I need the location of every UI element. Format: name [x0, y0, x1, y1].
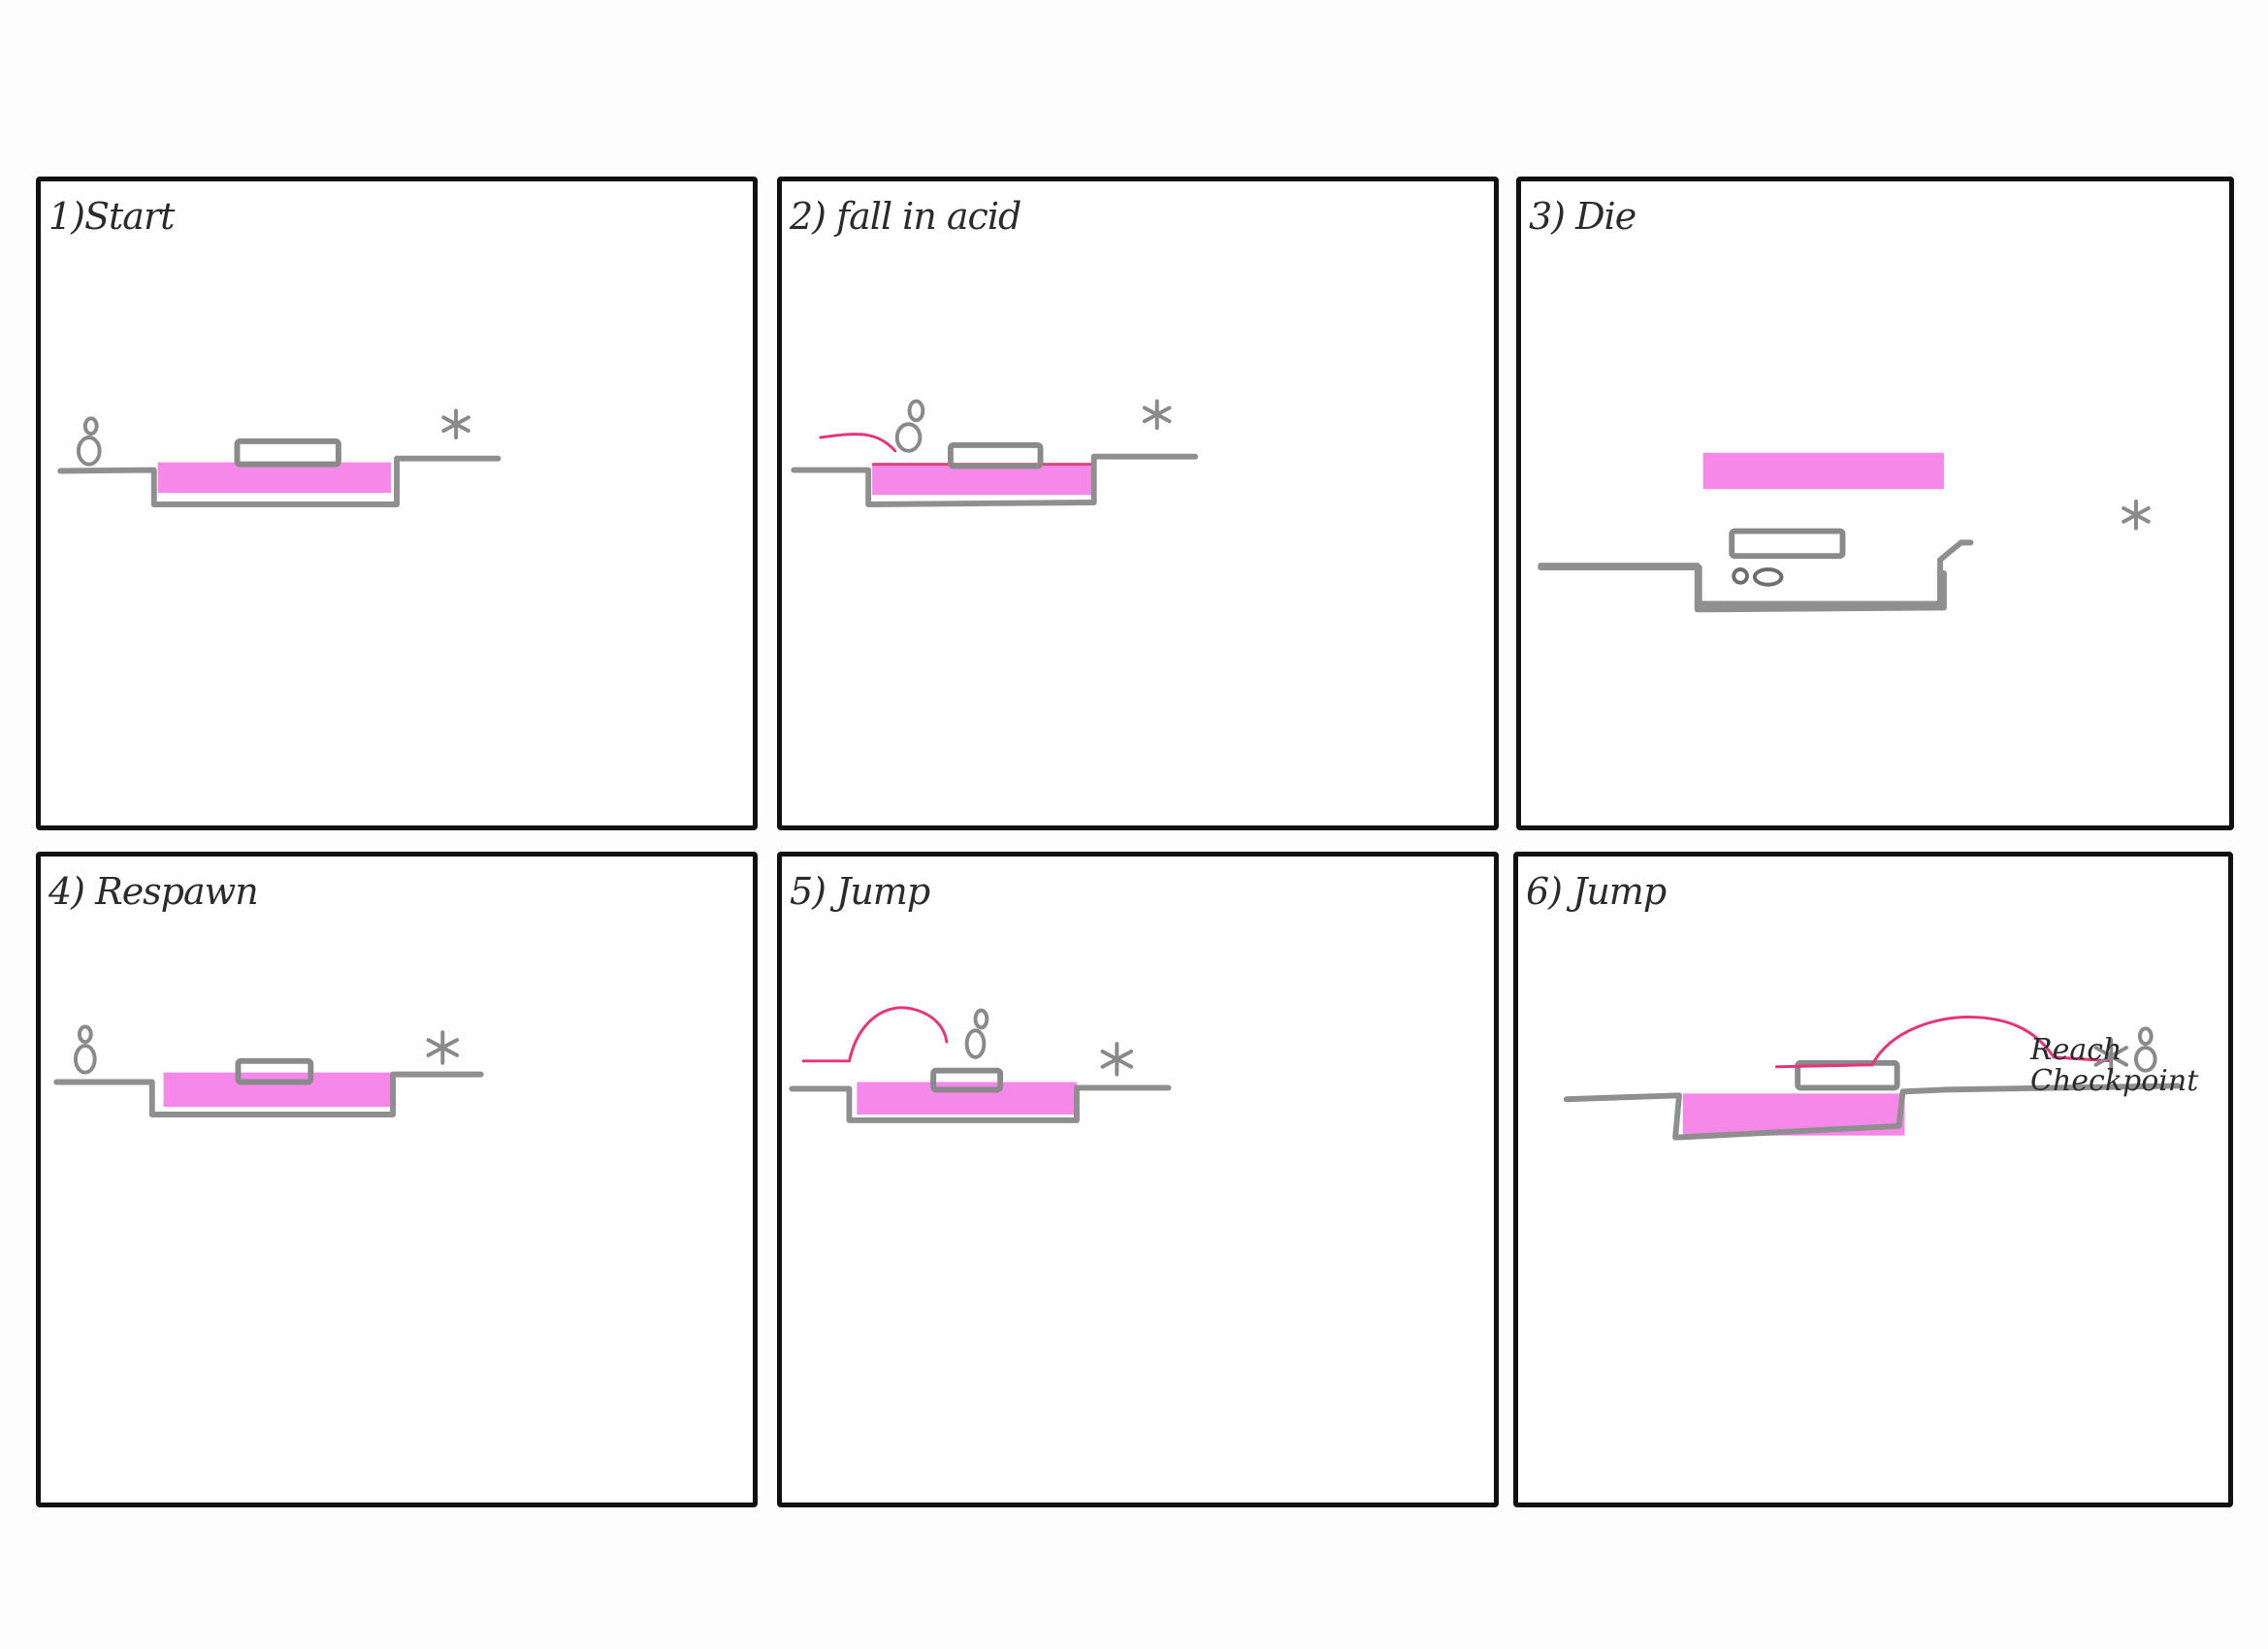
- acid-pool: [1702, 452, 1944, 490]
- panel-4-title: 4) Respawn: [49, 870, 259, 913]
- panel-2-scene: [791, 399, 1199, 507]
- ground-line: [1563, 1083, 2182, 1141]
- panel-6-jump: 6) Jump Reach Checkpoint: [1513, 852, 2233, 1507]
- panel-5-title: 5) Jump: [790, 870, 930, 913]
- fall-trajectory-path: [819, 433, 897, 453]
- checkpoint-star-icon: [1142, 399, 1172, 431]
- floating-platform: [235, 1057, 314, 1085]
- panel-2-title: 2) fall in acid: [790, 195, 1021, 238]
- panel-4-scene: [53, 1024, 484, 1117]
- ground-line: [791, 453, 1199, 507]
- ground-line: [789, 1084, 1172, 1123]
- panel-5-jump: 5) Jump: [777, 852, 1499, 1507]
- player-body: [76, 436, 102, 467]
- acid-pool: [872, 464, 1094, 496]
- panel-6-title: 6) Jump: [1526, 870, 1667, 913]
- floating-platform: [930, 1067, 1004, 1093]
- player-head: [907, 399, 925, 423]
- player-head: [77, 1024, 93, 1045]
- floating-platform: [234, 438, 341, 468]
- jump-trajectory-path: [801, 1006, 949, 1063]
- player-head: [2137, 1026, 2154, 1047]
- checkpoint-star-icon: [2122, 500, 2151, 531]
- player-head: [973, 1008, 989, 1030]
- checkpoint-star-icon: [1100, 1042, 1134, 1077]
- checkpoint-star-icon: [2093, 1038, 2129, 1075]
- ground-line: [1540, 181, 1944, 609]
- acid-pool: [163, 1072, 394, 1108]
- checkpoint-note-line-1: Reach: [2030, 1033, 2122, 1067]
- ground-line-main: [1538, 539, 1974, 607]
- floating-platform: [1795, 1059, 1900, 1091]
- ground-line: [53, 1071, 484, 1117]
- jump-trajectory-path: [1775, 1016, 2113, 1069]
- player-body: [894, 422, 923, 453]
- dead-player-head: [1732, 567, 1749, 585]
- panel-5-scene: [789, 1006, 1172, 1123]
- player-body: [964, 1028, 987, 1059]
- dead-player-body: [1752, 567, 1784, 587]
- checkpoint-note: Reach Checkpoint: [2030, 1035, 2198, 1097]
- checkpoint-note-line-2: Checkpoint: [2030, 1064, 2199, 1098]
- checkpoint-star-icon: [426, 1030, 460, 1065]
- panel-3-die: 3) Die: [1516, 177, 2234, 830]
- ground-line: [57, 455, 502, 507]
- panel-1-scene: [57, 408, 502, 507]
- floating-platform: [1729, 528, 1846, 560]
- player-head: [82, 416, 99, 436]
- player-body: [2133, 1046, 2157, 1073]
- player-body: [74, 1044, 97, 1075]
- acid-pool: [157, 462, 392, 494]
- panel-6-scene: [1563, 1016, 2182, 1141]
- checkpoint-star-icon: [441, 408, 470, 439]
- panel-1-start: 1)Start: [36, 177, 758, 830]
- panel-1-title: 1)Start: [49, 195, 175, 238]
- panel-4-respawn: 4) Respawn: [36, 852, 758, 1507]
- panel-2-fall-in-acid: 2) fall in acid: [777, 177, 1499, 830]
- panel-3-title: 3) Die: [1529, 195, 1636, 238]
- panel-3-scene: [1521, 181, 2151, 825]
- floating-platform: [947, 441, 1044, 469]
